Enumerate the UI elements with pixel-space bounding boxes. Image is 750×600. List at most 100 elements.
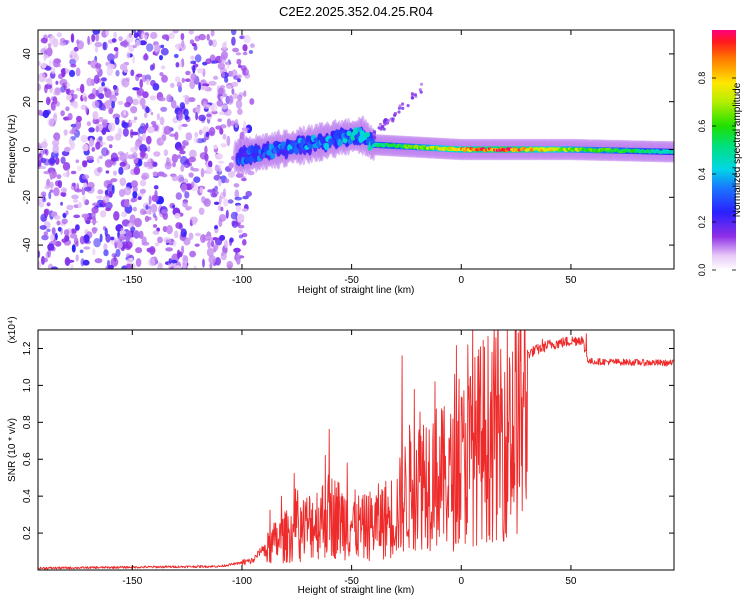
noise-blob: [179, 61, 183, 68]
noise-blob: [145, 204, 149, 211]
noise-blob: [123, 39, 128, 48]
noise-blob: [90, 220, 98, 224]
noise-blob: [158, 97, 166, 102]
streak-blob: [406, 104, 410, 108]
noise-blob: [65, 93, 72, 101]
noise-blob: [117, 241, 123, 249]
noise-blob: [56, 32, 62, 38]
snr-ytick-label: 0.2: [22, 526, 33, 540]
noise-blob: [147, 126, 155, 134]
noise-blob: [161, 209, 168, 215]
noise-blob: [136, 193, 145, 197]
noise-blob: [221, 50, 228, 60]
noise-blob: [234, 196, 243, 201]
streak-blob: [397, 110, 401, 114]
noise-blob: [49, 162, 55, 166]
noise-blob: [63, 129, 68, 136]
noise-blob: [113, 254, 117, 262]
noise-blob: [123, 110, 126, 116]
noise-blob: [198, 207, 205, 215]
noise-blob: [38, 61, 41, 66]
noise-blob: [138, 136, 143, 143]
noise-blob: [222, 188, 227, 198]
noise-blob: [87, 35, 90, 46]
noise-blob: [190, 166, 194, 171]
noise-blob: [49, 59, 52, 68]
noise-blob: [210, 30, 215, 37]
noise-blob: [180, 164, 185, 172]
noise-blob: [226, 136, 231, 147]
noise-blob: [49, 171, 54, 181]
noise-blob: [202, 258, 205, 268]
noise-blob: [180, 33, 185, 41]
streak-blob: [401, 102, 405, 106]
spectrogram-ytick-label: -40: [22, 237, 33, 252]
noise-blob: [64, 146, 71, 152]
noise-blob: [92, 202, 100, 207]
noise-blob: [55, 157, 60, 165]
noise-blob: [100, 210, 107, 218]
noise-blob: [102, 195, 109, 204]
noise-blob: [57, 180, 63, 189]
noise-blob: [218, 87, 224, 95]
noise-blob: [233, 183, 240, 188]
noise-blob: [112, 170, 118, 176]
snr-xtick-label: 50: [565, 576, 577, 587]
noise-blob: [174, 230, 179, 239]
noise-blob: [185, 70, 191, 76]
colorbar-tick-label: 0.4: [697, 168, 707, 181]
ridge-core: [313, 137, 319, 143]
noise-blob: [65, 210, 69, 216]
noise-blob: [150, 31, 158, 40]
noise-blob: [132, 152, 138, 159]
noise-blob: [70, 170, 77, 175]
noise-blob: [199, 152, 208, 160]
noise-blob: [177, 110, 182, 120]
noise-blob: [218, 214, 227, 222]
noise-blob: [115, 248, 121, 258]
noise-blob: [98, 116, 104, 123]
noise-blob: [188, 232, 194, 240]
noise-blob: [93, 74, 100, 84]
noise-blob: [154, 44, 160, 53]
noise-blob: [51, 67, 56, 75]
noise-blob: [213, 144, 218, 150]
noise-blob: [137, 195, 142, 201]
spectrogram-xtick-label: -150: [122, 275, 142, 286]
noise-blob: [49, 189, 54, 193]
noise-blob: [41, 62, 47, 69]
noise-blob: [231, 220, 238, 228]
noise-blob: [88, 127, 95, 133]
noise-blob: [72, 94, 78, 99]
noise-blob: [105, 30, 110, 37]
noise-blob: [132, 87, 140, 91]
noise-blob: [50, 233, 55, 242]
noise-blob: [91, 227, 97, 234]
ridge-core: [358, 135, 364, 143]
noise-blob: [132, 206, 137, 212]
noise-blob: [232, 47, 240, 53]
noise-blob: [218, 195, 222, 205]
noise-blob: [52, 144, 59, 154]
noise-blob: [94, 258, 103, 264]
noise-blob: [189, 149, 197, 159]
noise-blob: [189, 39, 195, 45]
noise-blob: [150, 111, 154, 116]
noise-blob: [160, 106, 168, 112]
noise-blob: [95, 125, 100, 133]
noise-blob: [39, 225, 47, 230]
noise-blob: [132, 229, 140, 239]
noise-blob: [176, 147, 184, 151]
noise-blob: [133, 32, 139, 39]
noise-blob: [48, 191, 52, 200]
noise-blob: [161, 134, 167, 142]
snr-panel: -150 -100 -50 0 50 0.2 0.4 0.6 0.8 1.0 1.2 Height …: [7, 316, 675, 596]
noise-blob: [52, 58, 61, 68]
noise-blob: [147, 158, 152, 163]
noise-blob: [152, 224, 158, 228]
noise-blob: [134, 39, 141, 47]
noise-blob: [172, 30, 179, 34]
noise-blob: [213, 40, 217, 46]
noise-blob: [125, 241, 133, 249]
snr-frame: [37, 329, 675, 571]
